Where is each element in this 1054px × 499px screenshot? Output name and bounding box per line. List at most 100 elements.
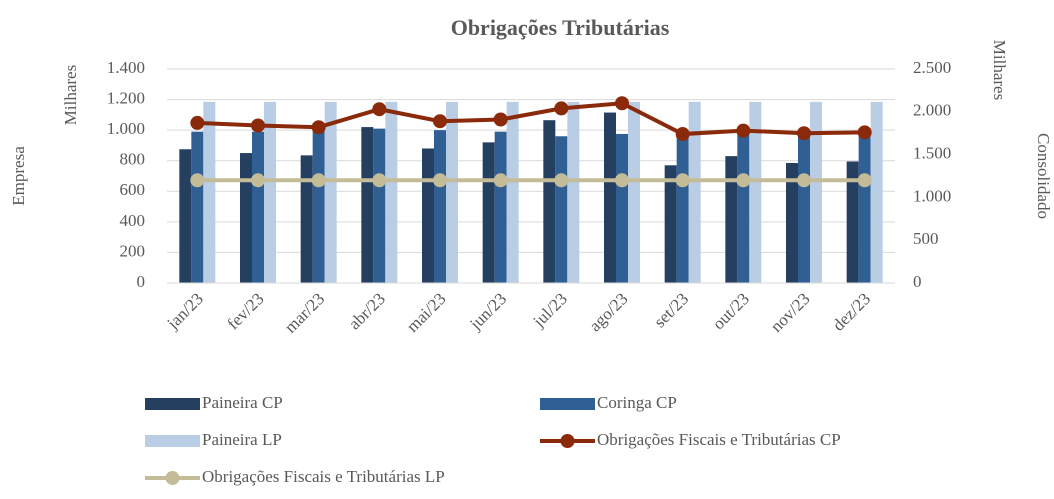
bar bbox=[300, 155, 313, 283]
line-marker bbox=[797, 126, 811, 141]
x-tick-label: mar/23 bbox=[281, 289, 328, 336]
y2-axis-label: Consolidado bbox=[1034, 133, 1053, 219]
y2-tick-label: 1.000 bbox=[913, 186, 951, 205]
y-tick-label: 800 bbox=[120, 150, 146, 169]
y2-tick-label: 0 bbox=[913, 272, 922, 291]
legend-swatch bbox=[145, 435, 200, 447]
line-marker bbox=[311, 120, 326, 135]
bar bbox=[810, 101, 822, 283]
y2-tick-label: 2.000 bbox=[913, 101, 951, 120]
bar bbox=[385, 101, 398, 283]
line-marker bbox=[493, 173, 508, 188]
line-marker bbox=[372, 102, 387, 117]
y2-tick-label: 2.500 bbox=[913, 58, 951, 77]
line-marker bbox=[615, 96, 629, 111]
bar bbox=[482, 142, 495, 283]
line-marker bbox=[372, 173, 387, 188]
bar bbox=[434, 130, 446, 283]
line-marker bbox=[736, 123, 751, 138]
y-tick-label: 1.200 bbox=[107, 88, 145, 107]
y2-axis-units: Milhares bbox=[990, 40, 1009, 100]
bar bbox=[252, 131, 264, 283]
line-marker bbox=[675, 173, 690, 188]
bar bbox=[870, 101, 883, 283]
bar bbox=[628, 101, 640, 283]
line-marker bbox=[190, 115, 205, 130]
bar bbox=[555, 136, 568, 283]
y-tick-label: 400 bbox=[120, 211, 146, 230]
bar bbox=[786, 163, 798, 283]
x-tick-label: mai/23 bbox=[403, 289, 450, 336]
bar bbox=[664, 165, 677, 283]
bar bbox=[616, 133, 628, 283]
legend-label: Obrigações Fiscais e Tributárias CP bbox=[597, 430, 841, 449]
legend-marker bbox=[560, 434, 575, 448]
bar bbox=[203, 101, 216, 283]
legend-label: Paineira CP bbox=[202, 393, 283, 412]
x-tick-label: dez/23 bbox=[829, 289, 874, 334]
legend-label: Obrigações Fiscais e Tributárias LP bbox=[202, 467, 445, 486]
bar bbox=[240, 153, 252, 283]
y-axis-units: Milhares bbox=[61, 65, 80, 125]
bar bbox=[737, 133, 750, 283]
x-tick-label: jun/23 bbox=[465, 289, 510, 334]
line-series bbox=[197, 101, 865, 137]
line-marker bbox=[615, 173, 629, 188]
line-marker bbox=[736, 173, 751, 188]
x-tick-label: fev/23 bbox=[223, 289, 267, 333]
line-marker bbox=[311, 173, 326, 188]
bar bbox=[191, 131, 204, 283]
bar bbox=[264, 101, 276, 283]
x-tick-label: nov/23 bbox=[767, 289, 814, 336]
legend-swatch bbox=[145, 398, 200, 410]
legend-label: Coringa CP bbox=[597, 393, 677, 412]
line-marker bbox=[251, 118, 265, 133]
x-tick-label: ago/23 bbox=[585, 289, 631, 335]
y-tick-label: 1.400 bbox=[107, 58, 145, 77]
bar bbox=[506, 101, 519, 283]
bar bbox=[446, 101, 458, 283]
bar bbox=[798, 133, 810, 283]
bar bbox=[604, 112, 616, 283]
bar bbox=[676, 133, 689, 283]
y-tick-label: 0 bbox=[137, 272, 146, 291]
x-tick-label: jan/23 bbox=[163, 289, 207, 333]
x-tick-label: set/23 bbox=[650, 289, 692, 331]
line-marker bbox=[190, 173, 205, 188]
bar bbox=[179, 149, 192, 283]
x-tick-label: out/23 bbox=[709, 289, 753, 333]
legend-label: Paineira LP bbox=[202, 430, 282, 449]
line-marker bbox=[433, 114, 447, 129]
bar bbox=[494, 131, 507, 283]
bar bbox=[422, 148, 434, 283]
bar bbox=[749, 101, 762, 283]
y2-tick-label: 1.500 bbox=[913, 144, 951, 163]
line-marker bbox=[251, 173, 265, 188]
y2-tick-label: 500 bbox=[913, 229, 939, 248]
line-marker bbox=[493, 112, 508, 127]
bar bbox=[567, 101, 580, 283]
line-marker bbox=[554, 101, 569, 116]
x-tick-label: abr/23 bbox=[345, 289, 389, 333]
legend-swatch bbox=[540, 398, 595, 410]
line-marker bbox=[675, 127, 690, 142]
y-axis-label: Empresa bbox=[9, 146, 28, 206]
bar bbox=[846, 161, 859, 283]
bar bbox=[361, 127, 374, 283]
bar bbox=[858, 132, 871, 283]
bar bbox=[543, 120, 556, 283]
legend-marker bbox=[165, 471, 180, 485]
line-marker bbox=[857, 125, 872, 140]
line-marker bbox=[554, 173, 569, 188]
line-marker bbox=[797, 173, 811, 188]
line-marker bbox=[433, 173, 447, 188]
chart-title: Obrigações Tributárias bbox=[451, 15, 670, 40]
x-tick-label: jul/23 bbox=[529, 289, 571, 331]
bar bbox=[312, 130, 325, 283]
y-tick-label: 200 bbox=[120, 241, 146, 260]
bar bbox=[373, 128, 386, 283]
bar bbox=[324, 101, 337, 283]
y-tick-label: 600 bbox=[120, 180, 146, 199]
bar bbox=[725, 156, 738, 283]
